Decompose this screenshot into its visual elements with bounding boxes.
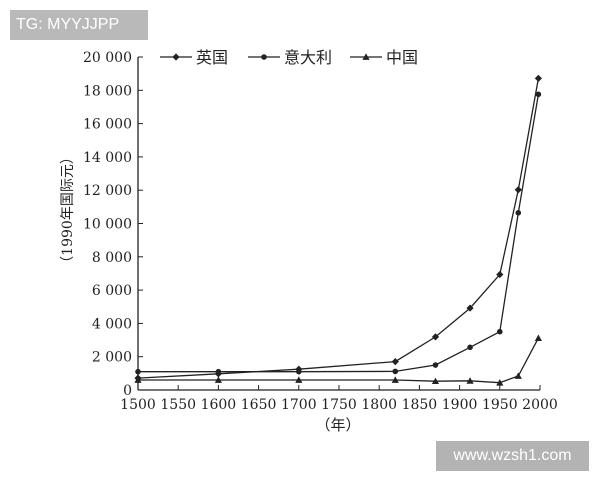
series-line [138,337,539,384]
x-axis-label: （年） [315,416,360,434]
data-point-circle [296,368,302,375]
legend-label: 意大利 [284,48,332,67]
data-point-triangle [134,376,142,383]
y-tick-label: 16 000 [83,117,132,133]
x-tick-label: 1600 [201,397,237,413]
data-point-triangle [514,372,522,379]
y-tick-label: 0 [123,383,132,399]
series-line [138,94,540,373]
data-point-circle [467,344,473,351]
data-point-circle [261,54,267,60]
x-tick-label: 1850 [402,397,438,413]
y-tick-label: 20 000 [83,50,132,66]
data-point-triangle [431,377,440,385]
x-tick-label: 1550 [160,397,196,413]
x-tick-label: 1500 [120,397,156,413]
series-diamond [134,74,542,382]
data-point-diamond [496,270,504,279]
legend-label: 中国 [386,48,418,67]
y-tick-label: 2 000 [92,350,132,366]
data-point-circle [392,368,399,375]
legend-label: 英国 [196,48,228,67]
data-point-circle [515,209,522,216]
data-point-triangle [295,376,303,383]
legend-item: 英国 [160,48,228,67]
legend: 英国 意大利 中国 [160,48,418,67]
series-circle [135,91,542,375]
y-tick-label: 4 000 [92,316,132,332]
legend-item: 中国 [350,48,418,67]
legend-item: 意大利 [248,48,332,67]
x-tick-label: 1700 [281,397,317,413]
y-tick-label: 8 000 [92,250,132,266]
data-point-triangle [391,376,399,383]
x-tick-label: 1950 [482,397,518,413]
data-point-triangle [214,376,222,383]
data-point-circle [497,328,503,335]
watermark-bottom: www.wzsh1.com [436,441,589,471]
data-point-triangle [534,334,542,341]
x-tick-label: 1900 [442,397,478,413]
y-tick-label: 6 000 [92,283,132,299]
data-point-diamond [466,304,474,312]
data-point-diamond [431,333,440,341]
series-triangle [134,334,542,386]
data-point-diamond [514,186,522,194]
x-tick-label: 1800 [361,397,397,413]
data-point-circle [535,91,542,98]
x-tick-label: 1650 [241,397,277,413]
data-point-circle [215,368,222,375]
x-tick-label: 1750 [321,397,357,413]
series-line [137,78,540,379]
y-tick-label: 14 000 [83,150,132,166]
data-point-circle [432,362,439,368]
y-axis-label: （1990年国际元） [60,150,76,270]
x-tick-label: 2000 [522,397,558,413]
data-point-triangle [466,377,474,384]
data-point-diamond [172,53,180,61]
data-point-circle [135,368,141,375]
y-tick-label: 10 000 [83,217,132,233]
data-point-triangle [496,379,504,386]
data-point-diamond [534,74,542,83]
series-layer [134,74,542,386]
watermark-top: TG: MYYJJPP [10,10,148,40]
data-point-diamond [391,357,399,366]
y-tick-label: 12 000 [83,183,132,199]
axes: 0 2 000 4 000 6 000 8 000 10 000 12 000 14 000 1… [83,50,558,413]
y-tick-label: 18 000 [83,83,132,99]
data-point-triangle [362,53,370,60]
